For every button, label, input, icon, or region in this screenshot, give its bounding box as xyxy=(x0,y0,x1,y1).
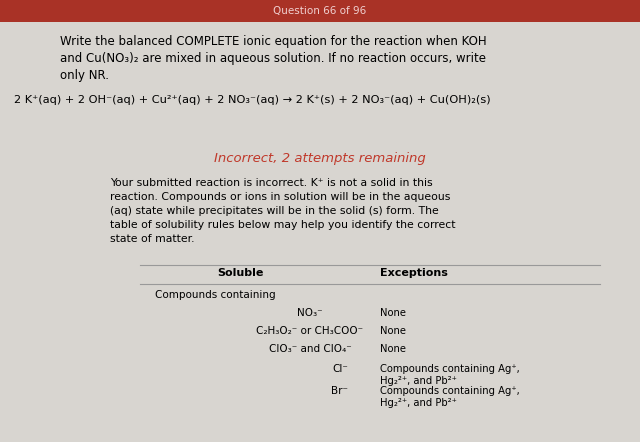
Text: only NR.: only NR. xyxy=(60,69,109,82)
Text: Question 66 of 96: Question 66 of 96 xyxy=(273,6,367,16)
Text: Compounds containing Ag⁺,
Hg₂²⁺, and Pb²⁺: Compounds containing Ag⁺, Hg₂²⁺, and Pb²… xyxy=(380,386,520,408)
Text: (aq) state while precipitates will be in the solid (s) form. The: (aq) state while precipitates will be in… xyxy=(110,206,439,216)
Text: C₂H₃O₂⁻ or CH₃COO⁻: C₂H₃O₂⁻ or CH₃COO⁻ xyxy=(257,326,364,336)
Text: ClO₃⁻ and ClO₄⁻: ClO₃⁻ and ClO₄⁻ xyxy=(269,344,351,354)
Bar xyxy=(0,0,640,22)
Text: Cl⁻: Cl⁻ xyxy=(332,364,348,374)
Text: NO₃⁻: NO₃⁻ xyxy=(297,308,323,318)
Text: 2 K⁺(aq) + 2 OH⁻(aq) + Cu²⁺(aq) + 2 NO₃⁻(aq) → 2 K⁺(s) + 2 NO₃⁻(aq) + Cu(OH)₂(s): 2 K⁺(aq) + 2 OH⁻(aq) + Cu²⁺(aq) + 2 NO₃⁻… xyxy=(14,95,491,105)
Text: Br⁻: Br⁻ xyxy=(332,386,349,396)
Text: Compounds containing Ag⁺,
Hg₂²⁺, and Pb²⁺: Compounds containing Ag⁺, Hg₂²⁺, and Pb²… xyxy=(380,364,520,385)
Text: reaction. Compounds or ions in solution will be in the aqueous: reaction. Compounds or ions in solution … xyxy=(110,192,451,202)
Text: Your submitted reaction is incorrect. K⁺ is not a solid in this: Your submitted reaction is incorrect. K⁺… xyxy=(110,178,433,188)
Text: None: None xyxy=(380,344,406,354)
Text: None: None xyxy=(380,326,406,336)
Text: Write the balanced COMPLETE ionic equation for the reaction when KOH: Write the balanced COMPLETE ionic equati… xyxy=(60,35,486,48)
Text: table of solubility rules below may help you identify the correct: table of solubility rules below may help… xyxy=(110,220,456,230)
Text: and Cu(NO₃)₂ are mixed in aqueous solution. If no reaction occurs, write: and Cu(NO₃)₂ are mixed in aqueous soluti… xyxy=(60,52,486,65)
Text: Exceptions: Exceptions xyxy=(380,268,448,278)
Text: Soluble: Soluble xyxy=(217,268,263,278)
Text: state of matter.: state of matter. xyxy=(110,234,195,244)
Text: Incorrect, 2 attempts remaining: Incorrect, 2 attempts remaining xyxy=(214,152,426,165)
Text: None: None xyxy=(380,308,406,318)
Text: Compounds containing: Compounds containing xyxy=(155,290,276,300)
